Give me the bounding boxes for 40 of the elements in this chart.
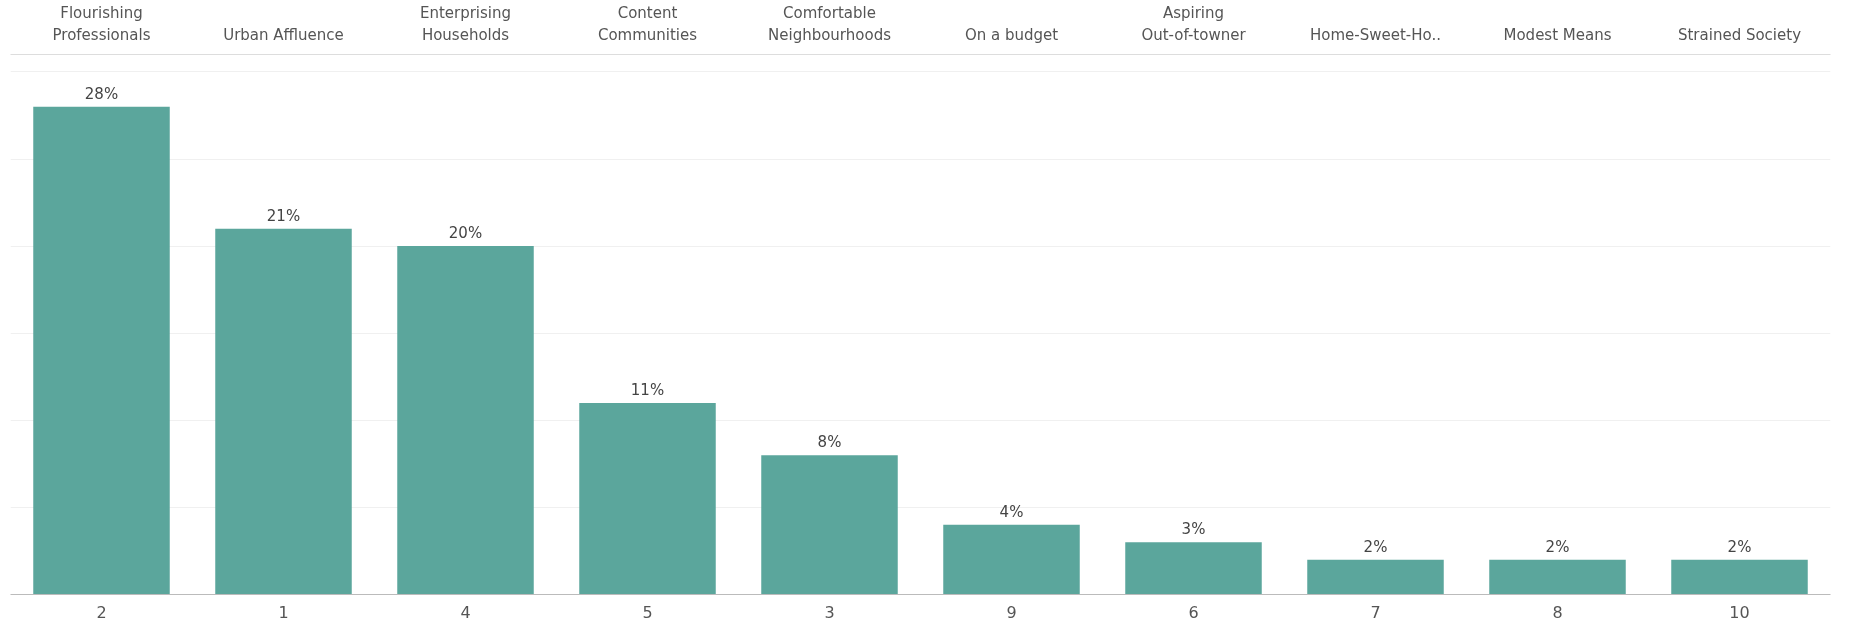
data-label: 21% [266,206,301,225]
bar [943,524,1080,595]
x-tick-label: On a budget [964,25,1059,44]
bar [761,455,898,595]
bar [33,106,170,595]
data-label: 2% [1363,537,1388,556]
x-tick-label: Aspiring Out-of-towner [1141,3,1247,44]
data-label: 2% [1545,537,1570,556]
text: 3 [824,602,835,622]
x-tick-label: Content Communities [597,3,698,44]
data-label: 28% [84,84,119,103]
data-label: 20% [448,224,483,243]
text: 9 [1006,602,1017,622]
data-label: 8% [817,433,842,452]
bar [1307,559,1444,595]
bar [1125,542,1262,595]
text: 5 [642,602,653,622]
text: 10 [1729,602,1750,622]
x-tick-label: Modest Means [1503,25,1612,44]
bar [1671,559,1808,595]
bar [397,246,534,595]
text: 7 [1370,602,1381,622]
x-tick-label: Home-Sweet-Ho.. [1310,25,1441,44]
text: 1 [278,602,289,622]
data-label: 11% [630,380,665,399]
text: 8 [1552,602,1563,622]
text: 4 [460,602,471,622]
x-tick-label: Strained Society [1677,25,1802,44]
text: 6 [1188,602,1199,622]
text: 2 [96,602,107,622]
bar [215,228,352,595]
x-tick-label: Flourishing Professionals [52,3,151,44]
bar [1489,559,1626,595]
x-tick-label: Urban Affluence [223,25,344,44]
data-label: 4% [999,502,1024,521]
x-tick-label: Enterprising Households [419,3,512,44]
bar [579,402,716,595]
data-label: 2% [1727,537,1752,556]
data-label: 3% [1181,520,1206,539]
x-tick-label: Comfortable Neighbourhoods [768,3,892,44]
